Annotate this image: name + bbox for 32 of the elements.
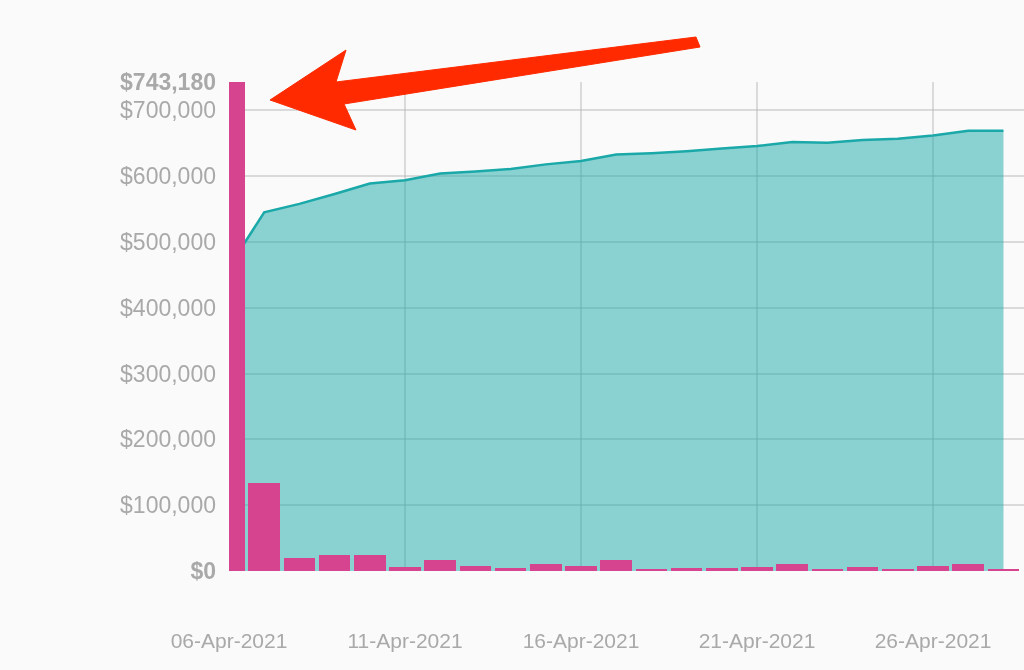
y-tick-label: $600,000	[120, 163, 216, 190]
bar	[741, 567, 773, 571]
bar	[706, 568, 738, 571]
bar	[389, 567, 421, 571]
y-tick-label: $300,000	[120, 360, 216, 387]
y-tick-label: $100,000	[120, 492, 216, 519]
bar	[424, 560, 456, 571]
bar	[917, 566, 949, 571]
y-tick-label: $700,000	[120, 97, 216, 124]
bar	[565, 566, 597, 571]
y-tick-label: $743,180	[120, 69, 216, 96]
bar	[952, 564, 984, 571]
y-tick-label: $200,000	[120, 426, 216, 453]
y-tick-label: $400,000	[120, 294, 216, 321]
x-tick-label: 06-Apr-2021	[170, 629, 288, 652]
bar	[847, 567, 878, 571]
bar	[248, 483, 280, 571]
x-tick-label: 16-Apr-2021	[522, 629, 640, 652]
x-tick-label: 21-Apr-2021	[698, 629, 816, 652]
bar	[776, 564, 808, 571]
bar	[319, 555, 350, 571]
bar	[354, 555, 386, 571]
bar	[600, 560, 632, 571]
bar	[284, 558, 315, 571]
x-tick-label: 26-Apr-2021	[874, 629, 992, 652]
x-tick-label: 11-Apr-2021	[347, 629, 463, 652]
y-tick-label: $0	[190, 558, 216, 585]
y-tick-label: $500,000	[120, 229, 216, 256]
bar	[495, 568, 526, 571]
bar	[460, 566, 491, 571]
bar	[530, 564, 562, 571]
bar	[671, 568, 702, 571]
